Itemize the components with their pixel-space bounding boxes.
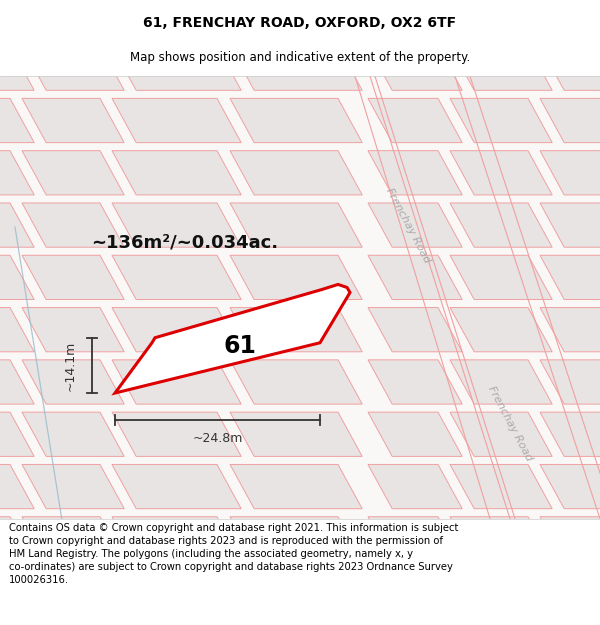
Polygon shape <box>450 151 552 195</box>
Polygon shape <box>540 308 600 352</box>
Polygon shape <box>450 98 552 142</box>
Polygon shape <box>450 360 552 404</box>
Polygon shape <box>112 255 241 299</box>
Polygon shape <box>22 151 124 195</box>
Polygon shape <box>450 412 552 456</box>
Polygon shape <box>22 308 124 352</box>
Polygon shape <box>368 412 462 456</box>
Polygon shape <box>0 464 34 509</box>
Polygon shape <box>540 255 600 299</box>
Polygon shape <box>368 464 462 509</box>
Polygon shape <box>112 517 241 561</box>
Polygon shape <box>368 46 462 91</box>
Polygon shape <box>450 517 552 561</box>
Polygon shape <box>540 517 600 561</box>
Polygon shape <box>230 412 362 456</box>
Polygon shape <box>0 412 34 456</box>
Polygon shape <box>22 360 124 404</box>
Text: Contains OS data © Crown copyright and database right 2021. This information is : Contains OS data © Crown copyright and d… <box>9 522 458 586</box>
Polygon shape <box>368 360 462 404</box>
Polygon shape <box>368 203 462 248</box>
Polygon shape <box>0 255 34 299</box>
Polygon shape <box>230 203 362 248</box>
Polygon shape <box>230 98 362 142</box>
Polygon shape <box>0 517 34 561</box>
Polygon shape <box>22 98 124 142</box>
Text: ~14.1m: ~14.1m <box>64 340 77 391</box>
Polygon shape <box>22 464 124 509</box>
Polygon shape <box>115 284 350 393</box>
Text: Frenchay Road: Frenchay Road <box>384 186 432 264</box>
Text: ~136m²/~0.034ac.: ~136m²/~0.034ac. <box>91 233 278 251</box>
Polygon shape <box>368 517 462 561</box>
Polygon shape <box>112 412 241 456</box>
Polygon shape <box>0 360 34 404</box>
Polygon shape <box>230 360 362 404</box>
Polygon shape <box>112 98 241 142</box>
Polygon shape <box>450 308 552 352</box>
Polygon shape <box>368 255 462 299</box>
Polygon shape <box>368 98 462 142</box>
Polygon shape <box>540 360 600 404</box>
Polygon shape <box>230 151 362 195</box>
Polygon shape <box>22 255 124 299</box>
Polygon shape <box>540 203 600 248</box>
Polygon shape <box>230 46 362 91</box>
Polygon shape <box>230 464 362 509</box>
Polygon shape <box>230 517 362 561</box>
Polygon shape <box>450 464 552 509</box>
Polygon shape <box>368 308 462 352</box>
Polygon shape <box>112 464 241 509</box>
Polygon shape <box>112 308 241 352</box>
Polygon shape <box>540 464 600 509</box>
Polygon shape <box>450 255 552 299</box>
Polygon shape <box>22 203 124 248</box>
Polygon shape <box>112 151 241 195</box>
Polygon shape <box>0 46 34 91</box>
Polygon shape <box>112 46 241 91</box>
Polygon shape <box>450 203 552 248</box>
Text: 61: 61 <box>224 334 256 357</box>
Polygon shape <box>230 308 362 352</box>
Polygon shape <box>22 46 124 91</box>
Text: Frenchay Road: Frenchay Road <box>486 384 534 462</box>
Polygon shape <box>0 308 34 352</box>
Polygon shape <box>22 412 124 456</box>
Polygon shape <box>22 517 124 561</box>
Text: ~24.8m: ~24.8m <box>193 432 242 445</box>
Polygon shape <box>540 46 600 91</box>
Polygon shape <box>540 412 600 456</box>
Text: Map shows position and indicative extent of the property.: Map shows position and indicative extent… <box>130 51 470 64</box>
Polygon shape <box>0 98 34 142</box>
Polygon shape <box>112 203 241 248</box>
Polygon shape <box>112 360 241 404</box>
Polygon shape <box>230 255 362 299</box>
Polygon shape <box>540 98 600 142</box>
Text: 61, FRENCHAY ROAD, OXFORD, OX2 6TF: 61, FRENCHAY ROAD, OXFORD, OX2 6TF <box>143 16 457 30</box>
Polygon shape <box>0 203 34 248</box>
Polygon shape <box>540 151 600 195</box>
Polygon shape <box>450 46 552 91</box>
Polygon shape <box>368 151 462 195</box>
Polygon shape <box>0 151 34 195</box>
